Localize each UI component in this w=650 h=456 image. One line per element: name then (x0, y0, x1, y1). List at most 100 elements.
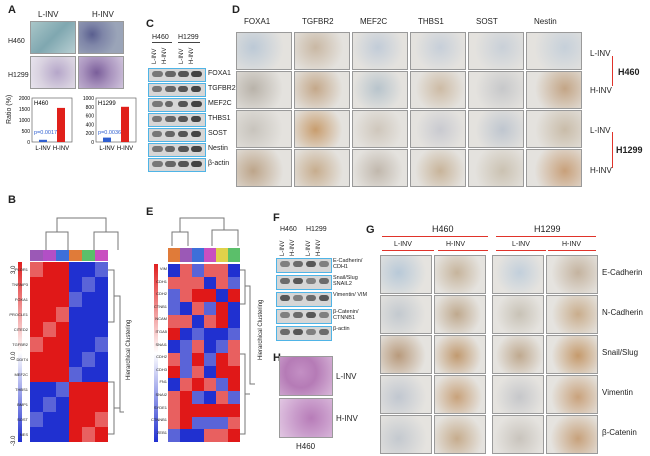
c-band (165, 131, 175, 137)
g-ihc-tile (492, 255, 544, 294)
b-sample-colorbar (30, 250, 108, 261)
heat-cell (69, 367, 82, 382)
heat-cell (82, 352, 95, 367)
b-dendrogram-side (108, 269, 124, 435)
f-band (306, 312, 316, 318)
heat-cell (192, 403, 204, 417)
x-tick-label: H-INV (53, 146, 69, 152)
c-band (191, 116, 202, 122)
a-col-label-linv: L-INV (38, 10, 59, 19)
b-gene-label: PROCLE1 (9, 312, 28, 317)
heat-cell (228, 289, 240, 303)
f-band (280, 312, 290, 318)
g-subline-2 (438, 250, 488, 251)
f-blot-0 (276, 258, 332, 273)
heat-cell (228, 403, 240, 417)
h-micrograph-linv (279, 356, 333, 396)
c-band (178, 146, 190, 152)
d-ihc-tile (352, 32, 408, 70)
y-tick-label: 1000 (83, 96, 94, 102)
heat-cell (82, 382, 95, 397)
c-protein-label: TGFBR2 (208, 85, 236, 92)
c-blot-6 (148, 158, 206, 172)
d-ihc-tile (294, 71, 350, 109)
c-lane-1: L-INV (152, 48, 158, 64)
heat-cell (168, 353, 180, 366)
e-gene-label: CTNB1 (153, 303, 167, 309)
heat-cell (192, 353, 204, 366)
d-ihc-tile (526, 32, 582, 70)
e-gene-label: SYDE1 (153, 404, 167, 410)
b-heatmap (30, 262, 108, 442)
heat-cell (69, 412, 82, 427)
a-micrograph-h1299-hinv (78, 56, 124, 89)
heat-cell (228, 353, 240, 366)
c-blot-1 (148, 83, 206, 97)
g-ihc-tile (492, 335, 544, 374)
c-band (165, 161, 177, 167)
d-column-label: Nestin (534, 17, 557, 26)
heat-cell (168, 391, 180, 404)
f-band (280, 295, 290, 301)
heat-cell (43, 412, 56, 427)
heat-cell (30, 277, 43, 292)
e-gene-label: NCAM (155, 316, 167, 322)
heat-cell (30, 352, 43, 367)
c-band (178, 116, 189, 122)
g-col-3: L-INV (512, 241, 530, 248)
heat-cell (56, 292, 69, 307)
e-gene-label: SNAI1 (155, 341, 167, 347)
heat-cell (56, 412, 69, 427)
c-blot-0 (148, 68, 206, 82)
c-band (152, 161, 164, 167)
d-ihc-tile (468, 149, 524, 187)
f-band (306, 261, 316, 267)
heat-cell (216, 416, 228, 430)
g-ihc-tile (492, 295, 544, 334)
heat-cell (180, 314, 192, 328)
b-side-label: Hierarchical Clustering (126, 319, 132, 380)
b-sample-color (95, 250, 108, 261)
g-row-label: β-Catenin (602, 428, 637, 437)
b-sample-color (43, 250, 56, 261)
heat-cell (204, 264, 216, 277)
heat-cell (180, 353, 192, 366)
f-band (306, 278, 316, 284)
d-ihc-tile (294, 110, 350, 148)
g-subline-1 (382, 250, 434, 251)
heat-cell (95, 277, 108, 292)
y-tick-label: 400 (86, 122, 95, 128)
d-ihc-tile (236, 149, 292, 187)
f-blot-1 (276, 275, 332, 290)
e-sample-color (204, 248, 216, 262)
heat-cell (56, 427, 69, 442)
panel-label-f: F (273, 212, 280, 224)
e-gene-label: ITGA5 (155, 329, 167, 334)
heat-cell (82, 397, 95, 412)
chart-frame (95, 97, 137, 143)
c-protein-label: THBS1 (208, 115, 231, 122)
c-band (178, 131, 189, 137)
heat-cell (216, 391, 228, 404)
heat-cell (69, 382, 82, 397)
heat-cell (168, 340, 180, 353)
b-gene-label: PLOR1 (14, 267, 28, 272)
c-cell-line-h1299: H1299 (178, 34, 199, 41)
heat-cell (192, 314, 204, 328)
c-band (191, 161, 203, 167)
c-protein-label: FOXA1 (208, 70, 231, 77)
heat-cell (82, 322, 95, 337)
heat-cell (180, 289, 192, 303)
a-col-label-hinv: H-INV (92, 10, 114, 19)
heat-cell (56, 367, 69, 382)
c-cell-line-h460: H460 (152, 34, 169, 41)
d-ihc-tile (468, 110, 524, 148)
heat-cell (56, 352, 69, 367)
heat-cell (204, 314, 216, 328)
h-caption: H460 (296, 442, 316, 451)
heat-cell (216, 403, 228, 417)
heat-cell (30, 427, 43, 442)
f-band (319, 295, 329, 301)
chart-title: H460 (34, 101, 49, 107)
